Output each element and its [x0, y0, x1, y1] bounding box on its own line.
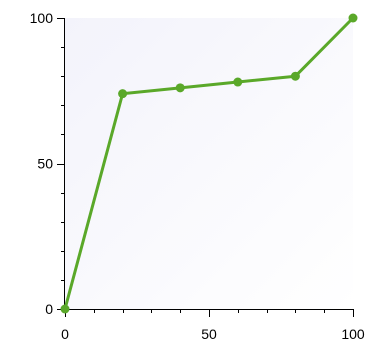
y-axis-ticks [57, 18, 65, 310]
x-tick-label: 0 [61, 326, 69, 342]
y-tick-label: 50 [37, 156, 53, 172]
data-point [290, 71, 300, 81]
data-point [175, 83, 185, 93]
y-tick-label: 100 [30, 10, 54, 26]
y-tick-label: 0 [45, 301, 53, 317]
x-tick-label: 100 [341, 326, 365, 342]
x-tick-label: 50 [201, 326, 217, 342]
data-point [348, 13, 358, 23]
y-axis-tick-labels: 0 50 100 [30, 10, 54, 317]
data-point [118, 89, 128, 99]
data-point [60, 304, 70, 314]
series-layer [60, 13, 358, 314]
data-point [233, 77, 243, 87]
series-line [63, 16, 355, 311]
x-axis-ticks [65, 309, 354, 317]
x-axis-tick-labels: 0 50 100 [61, 326, 365, 342]
